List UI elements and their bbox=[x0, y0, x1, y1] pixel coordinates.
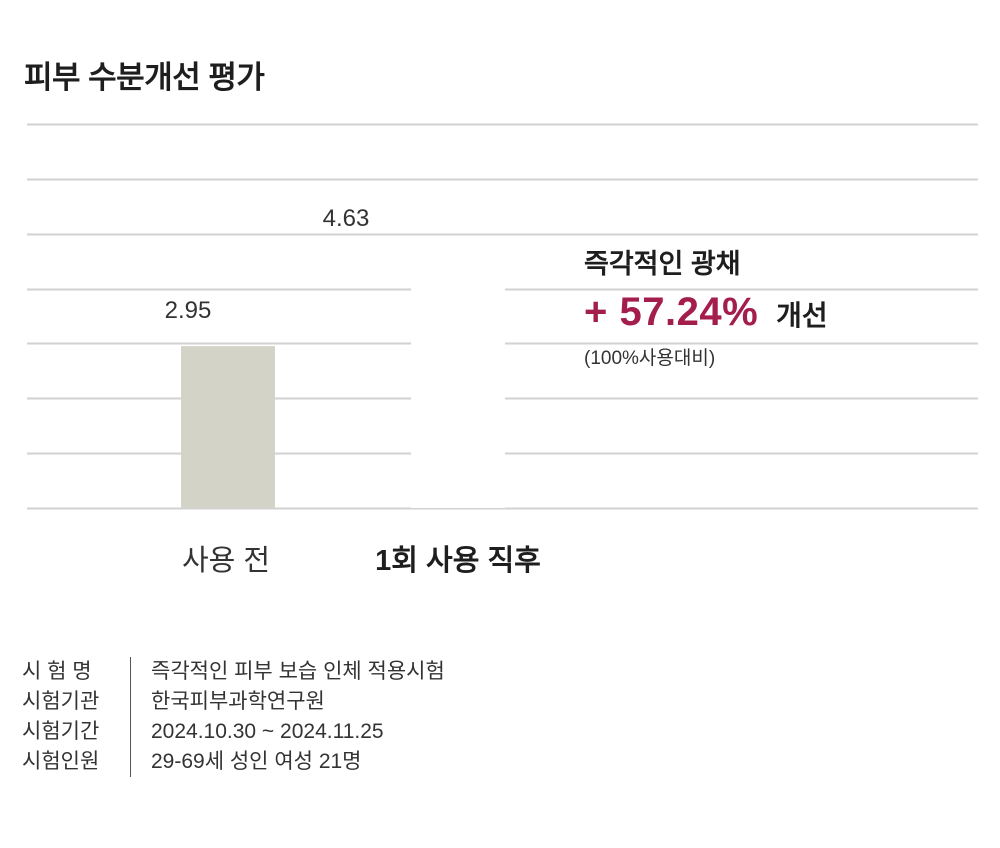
data-label: 2.95 bbox=[165, 297, 212, 324]
improvement-annotation: 즉각적인 광채 + 57.24% 개선 (100%사용대비) bbox=[584, 244, 828, 370]
category-label: 사용 전 bbox=[182, 545, 270, 577]
test-info-row: 시험기간 2024.10.30 ~ 2024.11.25 bbox=[22, 717, 445, 747]
test-info-value: 한국피부과학연구원 bbox=[151, 690, 325, 713]
data-label: 4.63 bbox=[323, 205, 370, 232]
test-info-value: 29-69세 성인 여성 21명 bbox=[151, 750, 362, 773]
chart-title: 피부 수분개선 평가 bbox=[24, 60, 265, 95]
test-info-value: 2024.10.30 ~ 2024.11.25 bbox=[151, 720, 384, 743]
annotation-percent-row: + 57.24% 개선 bbox=[584, 290, 828, 335]
annotation-heading: 즉각적인 광채 bbox=[584, 249, 741, 279]
test-info-key: 시험인원 bbox=[22, 750, 100, 773]
divider bbox=[130, 687, 131, 717]
improvement-percent: + 57.24% bbox=[584, 290, 759, 334]
divider bbox=[130, 717, 131, 747]
divider bbox=[130, 657, 131, 687]
test-info-key: 시험기관 bbox=[22, 690, 100, 713]
bar bbox=[411, 254, 505, 508]
test-info-key: 시험기간 bbox=[22, 720, 100, 743]
category-label: 1회 사용 직후 bbox=[375, 544, 541, 577]
test-info-key: 시 험 명 bbox=[22, 660, 92, 683]
annotation-note: (100%사용대비) bbox=[584, 348, 716, 369]
test-info-table: 시 험 명 즉각적인 피부 보습 인체 적용시험 시험기관 한국피부과학연구원 … bbox=[22, 657, 445, 777]
test-info-row: 시험기관 한국피부과학연구원 bbox=[22, 687, 445, 717]
improvement-suffix: 개선 bbox=[776, 300, 828, 331]
test-info-value: 즉각적인 피부 보습 인체 적용시험 bbox=[151, 660, 445, 683]
bar bbox=[181, 346, 275, 508]
bar-chart: 2.95 사용 전 4.63 1회 사용 직후 bbox=[27, 123, 978, 577]
test-info-row: 시 험 명 즉각적인 피부 보습 인체 적용시험 bbox=[22, 657, 445, 687]
test-info-row: 시험인원 29-69세 성인 여성 21명 bbox=[22, 747, 445, 777]
divider bbox=[130, 747, 131, 777]
